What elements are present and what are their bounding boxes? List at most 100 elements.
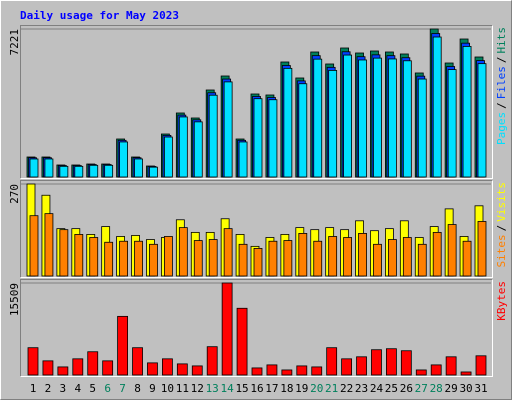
bar (29, 158, 39, 178)
x-tick-label: 11 (176, 382, 189, 395)
bar (373, 243, 382, 277)
bar (102, 360, 114, 376)
bar (460, 371, 472, 376)
x-tick-label: 26 (400, 382, 413, 395)
bar (477, 63, 487, 178)
bar (311, 366, 323, 376)
legend: KBytes (495, 281, 508, 321)
bar (119, 141, 128, 178)
bar (44, 213, 54, 277)
legend-entry: Sites (495, 234, 508, 267)
bar (373, 57, 382, 178)
bar (328, 70, 338, 178)
x-tick-label: 22 (340, 382, 353, 395)
bar (236, 307, 248, 376)
bar (59, 165, 69, 178)
bar (432, 231, 442, 277)
bar (149, 243, 158, 277)
x-tick-label: 21 (325, 382, 338, 395)
x-tick-label: 28 (430, 382, 443, 395)
bar (475, 355, 487, 376)
bar (206, 346, 218, 376)
bar (358, 233, 367, 277)
bar (87, 351, 99, 376)
bar (132, 347, 143, 376)
bar (72, 358, 84, 376)
x-tick-label: 1 (30, 382, 37, 395)
bar (163, 236, 173, 277)
bar (445, 356, 457, 376)
bar (298, 83, 308, 178)
bar (313, 58, 323, 178)
bar (266, 364, 278, 376)
legend-entry: Visits (495, 182, 508, 222)
bar (268, 99, 278, 178)
bar (296, 365, 308, 376)
bar (447, 224, 457, 277)
x-tick-label: 10 (161, 382, 174, 395)
bar (462, 46, 472, 178)
bar (161, 358, 173, 376)
bar (477, 221, 487, 277)
legend-separator: / (495, 102, 508, 109)
x-tick-label: 14 (221, 382, 235, 395)
bar (253, 247, 263, 277)
legend-entry: KBytes (495, 281, 508, 321)
bar (387, 58, 397, 178)
x-tick-label: 25 (385, 382, 398, 395)
bar (27, 347, 39, 376)
bar (178, 227, 188, 277)
x-tick-label: 31 (474, 382, 487, 395)
bar (268, 240, 278, 277)
chart-title: Daily usage for May 2023 (20, 9, 179, 22)
x-tick-label: 4 (74, 382, 81, 395)
bar (223, 81, 233, 178)
bar (74, 165, 84, 178)
x-tick-label: 13 (206, 382, 219, 395)
bar (358, 59, 367, 178)
bar (44, 158, 54, 178)
bar (385, 348, 397, 376)
legend-entry: Pages (495, 112, 508, 145)
bar (191, 365, 203, 376)
legend-separator: / (495, 57, 508, 64)
bar (149, 166, 158, 178)
bar (417, 243, 427, 277)
bar (415, 369, 427, 376)
bar (89, 237, 99, 277)
x-tick-label: 24 (370, 382, 384, 395)
legend: Sites / Visits (495, 182, 508, 268)
x-tick-label: 2 (45, 382, 52, 395)
bar (119, 240, 128, 277)
legend-entry: Files (495, 66, 508, 99)
bar (387, 239, 397, 277)
bar (283, 240, 293, 277)
bar (298, 233, 308, 277)
bar (371, 349, 382, 376)
x-tick-label: 15 (235, 382, 248, 395)
bar (341, 358, 353, 376)
x-tick-label: 12 (191, 382, 204, 395)
x-tick-label: 20 (310, 382, 323, 395)
bar (59, 229, 69, 277)
bar (417, 78, 427, 178)
bar (178, 116, 188, 178)
y-tick-label: 15509 (8, 283, 21, 316)
bar (462, 240, 472, 277)
bar (402, 60, 412, 178)
panel-frame-dark (20, 279, 493, 377)
bar (223, 228, 233, 277)
bar (221, 282, 233, 376)
legend-separator: / (495, 225, 508, 232)
bar (208, 239, 218, 277)
bar (57, 366, 69, 376)
x-tick-label: 23 (355, 382, 368, 395)
bar (238, 141, 248, 178)
x-tick-label: 6 (104, 382, 111, 395)
bar (251, 367, 263, 376)
panel-frame-light (20, 279, 493, 377)
bar (134, 240, 143, 277)
bar (283, 67, 293, 178)
